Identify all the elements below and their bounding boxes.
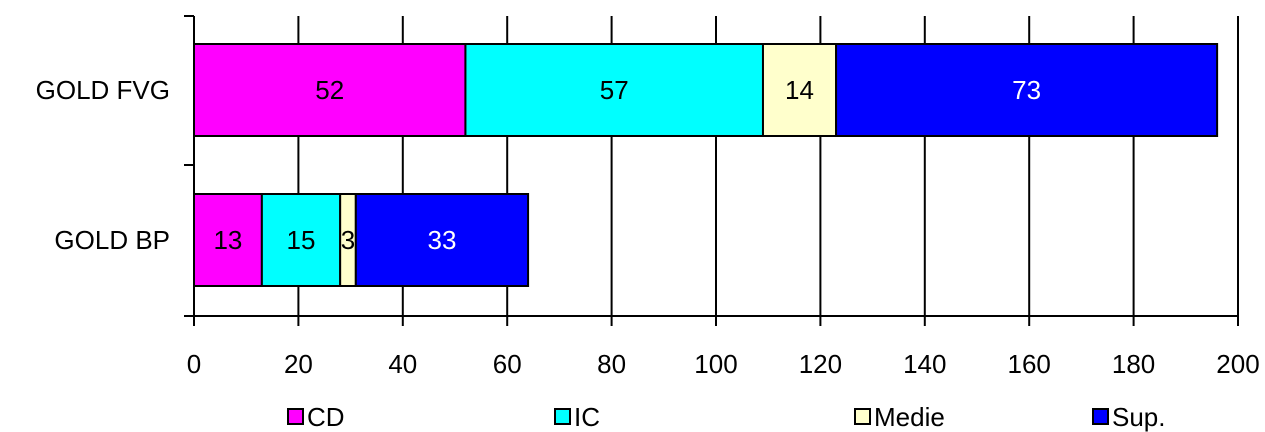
legend-label: Sup. <box>1112 402 1166 432</box>
x-tick-label: 60 <box>493 349 522 379</box>
bar-gold-fvg-ic <box>464 43 764 137</box>
bar-gold-bp-ic <box>260 193 342 287</box>
data-label: 57 <box>600 75 629 105</box>
x-tick-label: 20 <box>284 349 313 379</box>
bar-gold-fvg-medie <box>761 43 838 137</box>
legend-swatch <box>287 408 304 425</box>
legend: CD IC Medie Sup. <box>287 402 1166 432</box>
x-tick-label: 40 <box>388 349 417 379</box>
x-tick-label: 100 <box>694 349 737 379</box>
category-label: GOLD BP <box>54 225 170 255</box>
x-tick-label: 120 <box>799 349 842 379</box>
legend-swatch <box>854 408 871 425</box>
category-label: GOLD FVG <box>36 75 170 105</box>
axes: GOLD FVG GOLD BP 0 20 40 60 80 100 120 140 160 180 2… <box>36 15 1260 379</box>
x-tick-label: 0 <box>187 349 201 379</box>
data-label: 52 <box>315 75 344 105</box>
x-tick-label: 140 <box>903 349 946 379</box>
legend-swatch <box>554 408 571 425</box>
data-label: 33 <box>427 225 456 255</box>
data-label: 15 <box>287 225 316 255</box>
x-tick-label: 80 <box>597 349 626 379</box>
data-label: 14 <box>785 75 814 105</box>
legend-label: IC <box>574 402 600 432</box>
x-tick-label: 180 <box>1112 349 1155 379</box>
data-label: 73 <box>1012 75 1041 105</box>
legend-label: CD <box>307 402 345 432</box>
data-label: 13 <box>213 225 242 255</box>
bars <box>193 43 1219 287</box>
legend-label: Medie <box>874 402 945 432</box>
x-tick-label: 160 <box>1008 349 1051 379</box>
legend-swatch <box>1092 408 1109 425</box>
bar-gold-bp-sup <box>354 193 530 287</box>
data-label: 3 <box>341 225 355 255</box>
bar-gold-fvg-sup <box>835 43 1219 137</box>
x-tick-label: 200 <box>1216 349 1259 379</box>
